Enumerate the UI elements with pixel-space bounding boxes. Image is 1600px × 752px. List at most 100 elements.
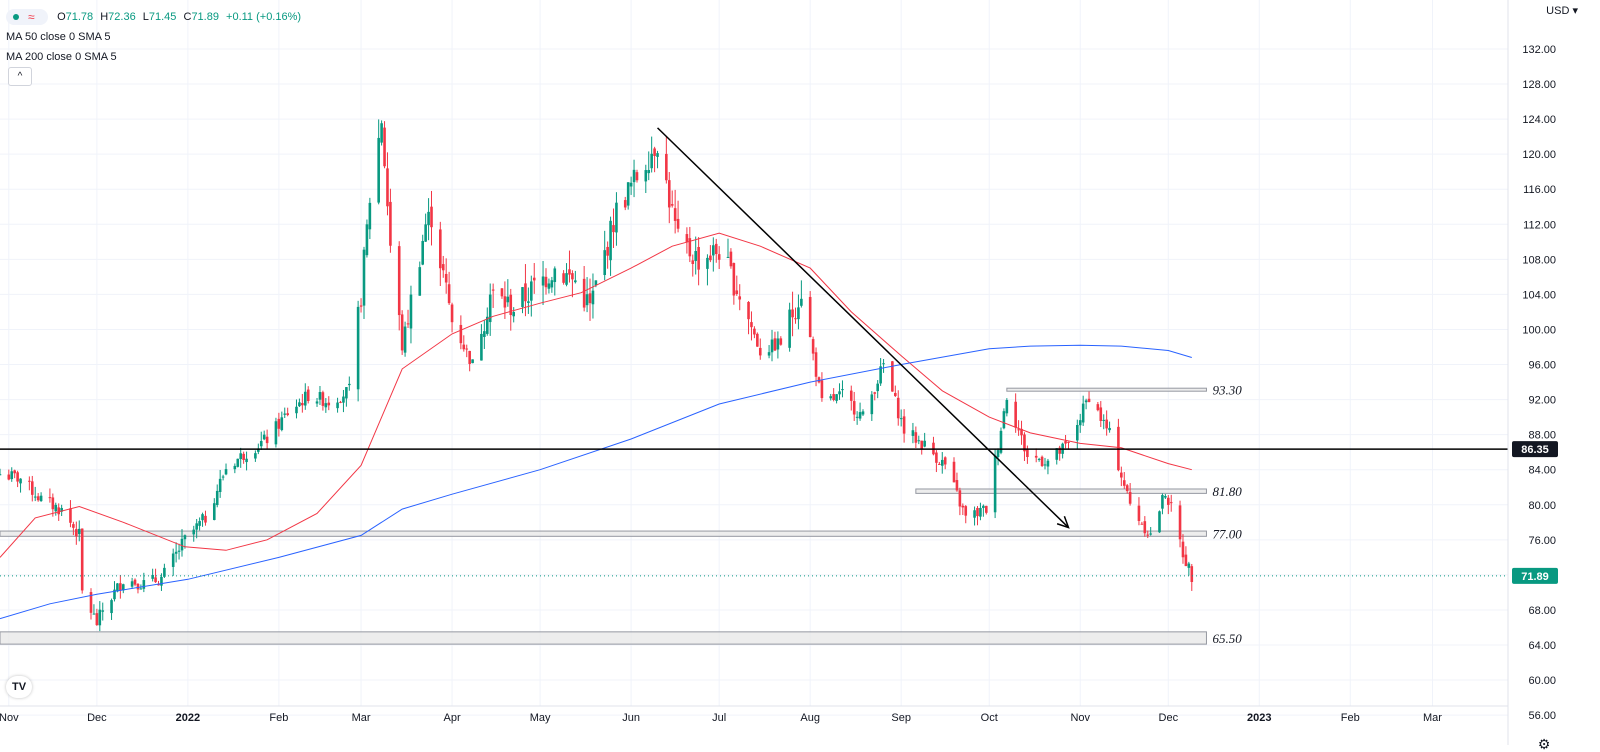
candle-body <box>606 246 609 256</box>
candle-body <box>274 421 278 445</box>
candle-body <box>1005 400 1009 414</box>
price-axis[interactable]: 56.0060.0064.0068.0072.0076.0080.0084.00… <box>1507 0 1558 745</box>
support-zones[interactable]: 65.50 77.00 81.80 93.30 <box>0 383 1242 646</box>
candle-body <box>345 387 348 399</box>
candle-body <box>1184 554 1188 567</box>
candle-body <box>1017 429 1020 431</box>
candle-body <box>852 401 856 415</box>
open-value: 71.78 <box>65 11 94 23</box>
candle-body <box>879 366 882 384</box>
candle-body <box>797 307 800 320</box>
candle-body <box>512 312 515 317</box>
price-tick-label: 108.00 <box>1522 254 1556 266</box>
candle-body <box>814 352 818 377</box>
candle-body <box>943 457 947 465</box>
moving-averages <box>0 232 1192 620</box>
candle-body <box>298 402 301 407</box>
candle-body <box>585 294 589 306</box>
candle-body <box>77 528 81 534</box>
candle-body <box>1075 425 1079 441</box>
candle-body <box>882 363 885 365</box>
candle-body <box>7 474 11 480</box>
candle-body <box>626 182 630 206</box>
candle-body <box>767 352 771 356</box>
candle-body <box>1178 505 1182 540</box>
price-tick-label: 100.00 <box>1522 324 1556 336</box>
candle-body <box>400 314 404 351</box>
price-tick-label: 88.00 <box>1528 430 1556 442</box>
candle-body <box>532 277 536 281</box>
candle-body <box>69 508 72 523</box>
candle-body <box>139 588 143 590</box>
candle-body <box>142 580 146 589</box>
candle-body <box>95 613 99 626</box>
candle-body <box>940 459 944 466</box>
low-key: L <box>142 11 149 23</box>
candle-body <box>48 497 52 499</box>
candle-body <box>1067 441 1070 443</box>
collapse-legend-button[interactable]: ^ <box>8 67 32 86</box>
trend-arrow-line <box>657 127 1070 529</box>
market-status-icon <box>13 14 19 21</box>
candle-body <box>239 453 243 460</box>
candle-body <box>894 392 897 396</box>
time-axis[interactable]: Nov Dec 2022 Feb Mar Apr May Jun Jul Aug Sep Oct Nov… <box>0 705 1508 724</box>
candle-body <box>726 256 730 258</box>
candle-body <box>1190 566 1194 582</box>
candle-body <box>993 455 997 513</box>
candle-body <box>447 284 451 304</box>
candle-body <box>1161 495 1164 509</box>
candle-body <box>327 402 331 406</box>
gear-icon[interactable]: ⚙ <box>1537 736 1551 752</box>
candle-body <box>163 567 166 577</box>
candle-body <box>242 453 245 460</box>
candle-body <box>462 344 466 350</box>
candle-body <box>500 288 504 297</box>
candle-body <box>303 391 307 406</box>
candle-body <box>36 496 40 501</box>
support-zone-rect <box>0 631 1207 645</box>
candle-body <box>709 255 712 261</box>
candle-body <box>635 172 639 181</box>
drawings-layer[interactable] <box>0 127 1508 577</box>
candle-body <box>808 296 812 338</box>
last-price-label: 71.89 <box>1521 571 1549 583</box>
price-tick-label: 60.00 <box>1528 675 1556 687</box>
currency-selector[interactable]: USD ▾ <box>1546 4 1578 17</box>
candle-body <box>788 309 791 348</box>
candle-body <box>1099 407 1103 421</box>
candle-body <box>594 280 598 286</box>
candle-body <box>339 401 342 403</box>
price-tick-label: 64.00 <box>1528 640 1556 652</box>
candle-body <box>136 583 140 590</box>
candle-body <box>295 406 298 414</box>
candle-body <box>439 229 442 269</box>
candle-body <box>1166 497 1170 505</box>
tradingview-logo-icon[interactable]: TV <box>6 676 32 698</box>
close-value: 71.89 <box>191 11 219 23</box>
candle-body <box>952 461 956 483</box>
time-tick-label: Jun <box>622 712 640 724</box>
candle-body <box>262 434 266 440</box>
candle-body <box>280 417 284 431</box>
ma200-legend[interactable]: MA 200 close 0 SMA 5 <box>6 51 117 63</box>
time-tick-label: Dec <box>87 712 107 724</box>
candle-body <box>732 263 736 296</box>
symbol-status-pill[interactable]: ≈ <box>6 9 48 26</box>
time-tick-label: May <box>530 712 551 724</box>
candle-body <box>1055 448 1059 460</box>
candle-body <box>406 323 410 325</box>
ma50-legend[interactable]: MA 50 close 0 SMA 5 <box>6 31 111 43</box>
high-key: H <box>100 11 109 23</box>
low-value: 71.45 <box>148 11 177 23</box>
candle-body <box>177 550 181 552</box>
candle-body <box>1137 505 1141 521</box>
candle-body <box>377 137 380 203</box>
candle-body <box>685 234 689 243</box>
candle-body <box>656 153 659 157</box>
candle-body <box>421 241 425 265</box>
candle-body <box>1034 455 1038 458</box>
candle-body <box>665 153 668 181</box>
candle-body <box>1149 533 1152 535</box>
